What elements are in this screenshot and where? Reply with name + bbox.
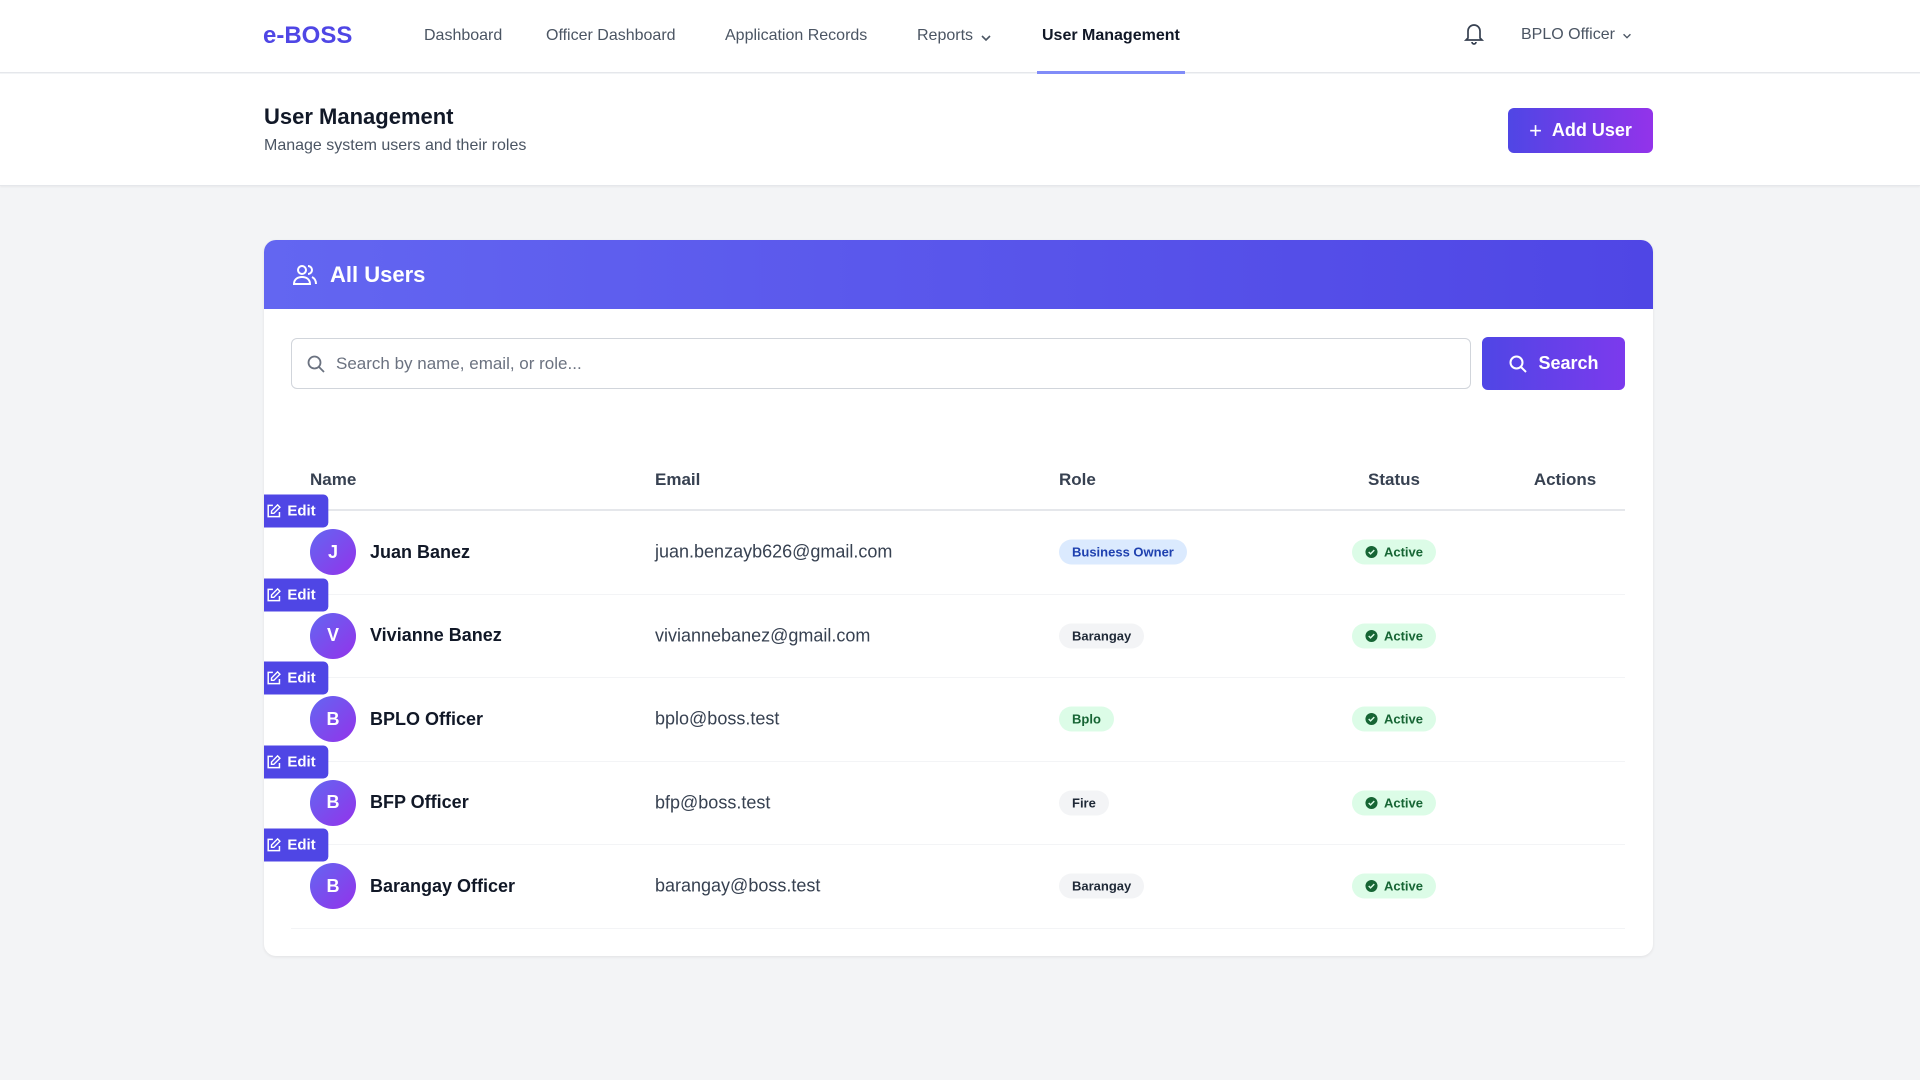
- check-circle-icon: [1365, 796, 1378, 809]
- table-row: B Barangay Officer barangay@boss.test Ba…: [264, 828, 1625, 929]
- bell-icon[interactable]: [1462, 20, 1486, 46]
- edit-button[interactable]: Edit: [264, 828, 329, 862]
- role-badge: Barangay: [1059, 623, 1145, 649]
- user-name: BPLO Officer: [1521, 26, 1615, 43]
- status-badge: Active: [1351, 790, 1437, 816]
- user-name: BFP Officer: [370, 792, 469, 813]
- status-badge: Active: [1351, 539, 1437, 565]
- status-badge: Active: [1351, 706, 1437, 732]
- search-icon: [1509, 355, 1528, 373]
- edit-button[interactable]: Edit: [264, 661, 329, 695]
- edit-button[interactable]: Edit: [264, 578, 329, 611]
- edit-label: Edit: [287, 753, 316, 770]
- card-title: All Users: [330, 261, 426, 287]
- nav-officer-dashboard[interactable]: Officer Dashboard: [546, 27, 676, 44]
- status-badge: Active: [1351, 873, 1437, 899]
- user-email: juan.benzayb626@gmail.com: [655, 541, 893, 562]
- table-row: V Vivianne Banez viviannebanez@gmail.com…: [264, 578, 1625, 678]
- edit-label: Edit: [287, 836, 316, 854]
- table-row: B BFP Officer bfp@boss.test Fire Active …: [264, 745, 1625, 845]
- name-cell: B BPLO Officer: [310, 696, 484, 743]
- name-cell: B BFP Officer: [310, 779, 469, 826]
- search-field[interactable]: [291, 338, 1471, 389]
- add-user-button[interactable]: + Add User: [1508, 108, 1653, 153]
- name-cell: B Barangay Officer: [310, 863, 516, 910]
- check-circle-icon: [1365, 713, 1378, 726]
- name-cell: J Juan Banez: [310, 529, 471, 576]
- role-badge: Fire: [1059, 790, 1109, 816]
- user-name: Barangay Officer: [370, 875, 516, 896]
- users-table: Name Email Role Status Actions J Juan Ba…: [264, 450, 1625, 929]
- user-menu[interactable]: BPLO Officer: [1521, 26, 1633, 44]
- nav-user-management[interactable]: User Management: [1037, 27, 1185, 74]
- col-status: Status: [1368, 469, 1420, 489]
- nav-dashboard[interactable]: Dashboard: [424, 27, 503, 44]
- search-button[interactable]: Search: [1482, 337, 1625, 390]
- user-email: barangay@boss.test: [655, 875, 821, 896]
- edit-button[interactable]: Edit: [264, 494, 329, 528]
- col-name: Name: [310, 469, 357, 489]
- search-icon: [307, 355, 325, 373]
- chevron-down-icon: [1623, 33, 1631, 39]
- status-label: Active: [1383, 544, 1424, 560]
- edit-button[interactable]: Edit: [264, 745, 329, 778]
- avatar: B: [310, 696, 356, 743]
- edit-icon: [267, 670, 281, 685]
- card-header: All Users: [264, 240, 1653, 309]
- check-circle-icon: [1365, 629, 1378, 642]
- role-badge: Bplo: [1059, 706, 1114, 732]
- status-label: Active: [1383, 878, 1424, 894]
- search-label: Search: [1538, 353, 1599, 373]
- edit-icon: [267, 587, 281, 601]
- plus-icon: +: [1529, 117, 1542, 143]
- page-title: User Management: [264, 104, 454, 129]
- status-label: Active: [1383, 795, 1424, 811]
- avatar: B: [310, 779, 356, 826]
- status-label: Active: [1383, 711, 1424, 727]
- role-badge: Barangay: [1059, 873, 1145, 899]
- check-circle-icon: [1365, 880, 1378, 893]
- nav-reports-label: Reports: [917, 27, 974, 44]
- user-email: bfp@boss.test: [655, 792, 771, 813]
- nav-application-records[interactable]: Application Records: [725, 27, 868, 44]
- users-icon: [292, 264, 317, 285]
- search-input[interactable]: [336, 353, 1470, 374]
- name-cell: V Vivianne Banez: [310, 612, 502, 659]
- edit-icon: [267, 503, 281, 518]
- add-user-label: Add User: [1551, 120, 1632, 140]
- check-circle-icon: [1365, 546, 1378, 559]
- nav-reports[interactable]: Reports: [917, 27, 993, 73]
- status-badge: Active: [1351, 623, 1437, 649]
- page-header: User Management Manage system users and …: [0, 74, 1920, 186]
- edit-icon: [267, 837, 281, 852]
- col-actions: Actions: [1533, 469, 1597, 489]
- table-row: B BPLO Officer bplo@boss.test Bplo Activ…: [264, 661, 1625, 762]
- table-header: Name Email Role Status Actions: [291, 450, 1625, 511]
- edit-label: Edit: [287, 586, 316, 603]
- page-subtitle: Manage system users and their roles: [264, 137, 527, 154]
- col-role: Role: [1059, 469, 1096, 489]
- avatar: J: [310, 529, 356, 576]
- user-name: Juan Banez: [370, 541, 471, 562]
- status-label: Active: [1383, 628, 1424, 644]
- avatar: B: [310, 863, 356, 910]
- users-card: All Users Search Name Email Role Status …: [264, 240, 1653, 956]
- user-name: BPLO Officer: [370, 708, 484, 729]
- col-email: Email: [655, 469, 701, 489]
- user-name: Vivianne Banez: [370, 625, 502, 646]
- edit-icon: [267, 754, 281, 768]
- avatar: V: [310, 612, 356, 659]
- role-badge: Business Owner: [1059, 539, 1187, 565]
- table-row: J Juan Banez juan.benzayb626@gmail.com B…: [264, 494, 1625, 595]
- user-email: viviannebanez@gmail.com: [655, 625, 871, 646]
- user-email: bplo@boss.test: [655, 708, 780, 729]
- logo[interactable]: e-BOSS: [263, 22, 353, 49]
- edit-label: Edit: [287, 669, 316, 687]
- top-nav: e-BOSS Dashboard Officer Dashboard Appli…: [0, 0, 1920, 74]
- chevron-down-icon: [981, 35, 991, 42]
- edit-label: Edit: [287, 502, 316, 520]
